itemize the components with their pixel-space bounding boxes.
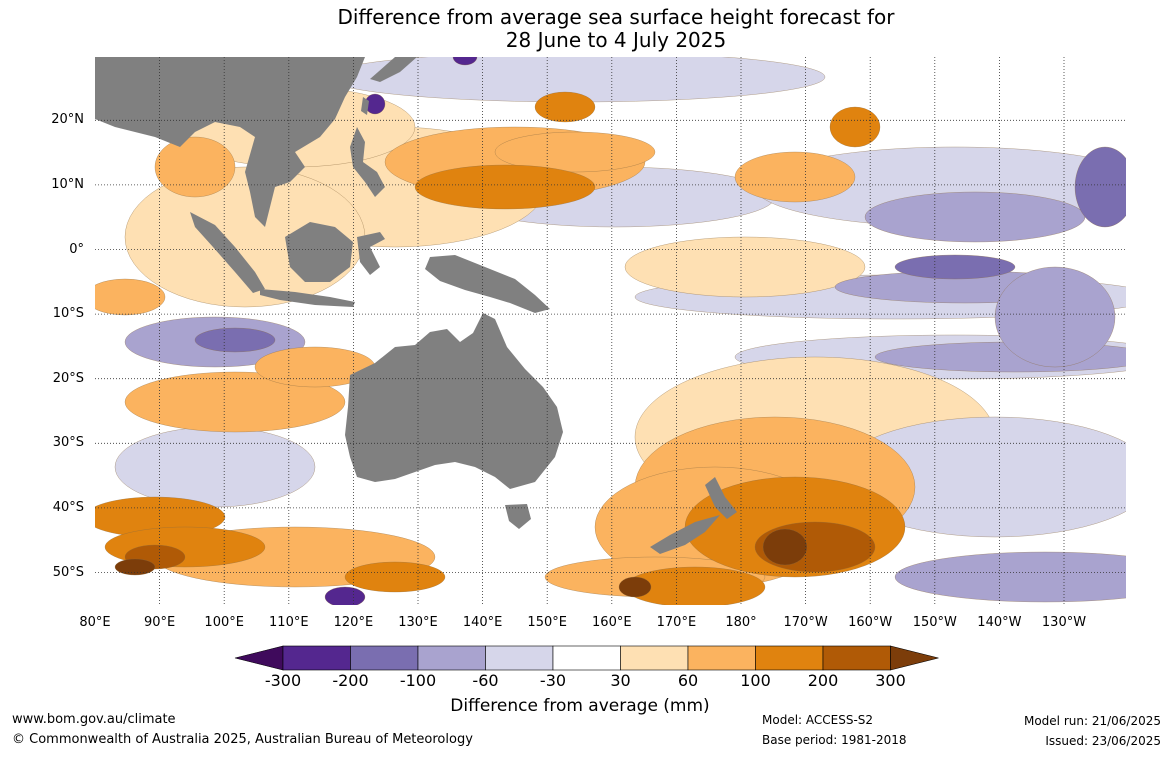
latitude-label: 0° xyxy=(69,241,84,257)
longitude-label: 140°E xyxy=(462,615,503,630)
colorbar-tick-label: -60 xyxy=(472,671,499,690)
anomaly-field xyxy=(95,57,1126,605)
anomaly-contour xyxy=(114,558,156,576)
anomaly-contour xyxy=(734,151,856,203)
longitude-label: 180° xyxy=(725,615,757,630)
longitude-label: 120°E xyxy=(333,615,374,630)
anomaly-contour xyxy=(114,426,316,508)
colorbar-tick-label: -300 xyxy=(264,671,302,690)
colorbar-tick-label: 200 xyxy=(807,671,839,690)
latitude-label: 10°S xyxy=(52,306,84,322)
longitude-label: 160°W xyxy=(848,615,893,630)
anomaly-contour xyxy=(414,164,596,210)
anomaly-contour xyxy=(624,236,866,298)
model-name: Model: ACCESS-S2 xyxy=(762,713,874,727)
colorbar-segment xyxy=(282,645,351,671)
anomaly-contour xyxy=(154,136,236,198)
anomaly-contour xyxy=(452,57,478,66)
longitude-label: 170°W xyxy=(783,615,828,630)
anomaly-contour xyxy=(344,561,446,593)
anomaly-contour xyxy=(1074,146,1126,228)
map-title-line2: 28 June to 4 July 2025 xyxy=(505,28,727,52)
longitude-label: 130°E xyxy=(398,615,438,630)
colorbar-segment xyxy=(552,645,621,671)
graticule xyxy=(95,57,1126,605)
colorbar-segment xyxy=(687,645,756,671)
longitude-label: 170°E xyxy=(656,615,697,630)
map-title-line1: Difference from average sea surface heig… xyxy=(337,5,895,29)
model-run-date: Model run: 21/06/2025 xyxy=(1023,714,1161,728)
longitude-label: 90°E xyxy=(143,615,176,630)
sea-surface-height-map xyxy=(95,57,1126,605)
longitude-label: 160°E xyxy=(592,615,632,630)
land-masses xyxy=(95,57,737,554)
latitude-label: 20°S xyxy=(52,370,84,386)
colorbar-min-arrow xyxy=(234,645,284,671)
colorbar-max-arrow xyxy=(890,645,939,671)
colorbar-tick-label: -200 xyxy=(332,671,369,690)
colorbar-tick-label: 30 xyxy=(610,671,631,690)
longitude-label: 110°E xyxy=(269,615,309,630)
colorbar-segment xyxy=(755,645,824,671)
colorbar-tick-label: 60 xyxy=(677,671,699,690)
colorbar-tick-label: -30 xyxy=(539,671,567,690)
colorbar-segment xyxy=(417,645,486,671)
anomaly-contour xyxy=(494,131,656,173)
base-period: Base period: 1981-2018 xyxy=(762,733,907,747)
website-link[interactable]: www.bom.gov.au/climate xyxy=(12,712,176,727)
anomaly-contour xyxy=(324,586,366,605)
latitude-label: 30°S xyxy=(52,435,84,451)
issued-date: Issued: 23/06/2025 xyxy=(1045,734,1161,748)
anomaly-contour xyxy=(124,371,346,433)
anomaly-contour xyxy=(864,191,1086,243)
colorbar-tick-label: 300 xyxy=(875,671,906,690)
colorbar-segment xyxy=(485,645,554,671)
copyright-text: © Commonwealth of Australia 2025, Austra… xyxy=(12,732,473,747)
longitude-label: 150°E xyxy=(527,615,567,630)
anomaly-contour xyxy=(994,266,1116,368)
anomaly-contour xyxy=(894,551,1126,603)
anomaly-contour xyxy=(95,278,166,316)
anomaly-contour xyxy=(618,576,652,598)
latitude-label: 10°N xyxy=(51,176,84,192)
anomaly-contour xyxy=(829,106,881,148)
colorbar-label: Difference from average (mm) xyxy=(450,696,710,716)
longitude-label: 80°E xyxy=(79,615,111,630)
latitude-label: 40°S xyxy=(52,499,84,515)
longitude-label: 100°E xyxy=(204,615,244,630)
latitude-label: 20°N xyxy=(51,112,84,128)
longitude-label: 150°W xyxy=(912,615,957,630)
anomaly-contour xyxy=(894,254,1016,280)
anomaly-contour xyxy=(194,327,276,353)
longitude-label: 140°W xyxy=(977,615,1022,630)
colorbar-segment xyxy=(350,645,419,671)
colorbar-segment xyxy=(822,645,891,671)
longitude-label: 130°W xyxy=(1041,615,1087,630)
colorbar-tick-label: -100 xyxy=(399,671,437,690)
latitude-label: 50°S xyxy=(52,564,84,580)
colorbar-segment xyxy=(620,645,689,671)
anomaly-contour xyxy=(762,528,808,566)
anomaly-contour xyxy=(534,91,596,123)
colorbar-tick-label: 100 xyxy=(740,671,771,690)
colorbar xyxy=(234,645,939,671)
